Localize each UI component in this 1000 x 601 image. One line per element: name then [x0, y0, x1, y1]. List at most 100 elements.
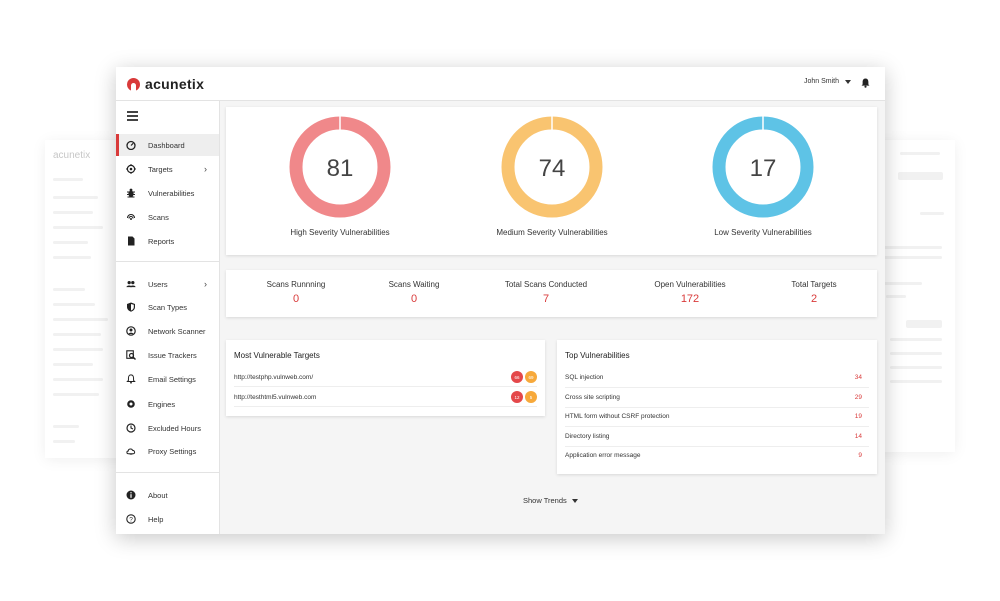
sidebar-item-email-settings[interactable]: Email Settings	[116, 368, 219, 390]
sidebar-divider	[116, 261, 219, 262]
vulnerability-count: 19	[854, 412, 862, 420]
sidebar-item-label: Scans	[148, 212, 169, 222]
sidebar-item-label: Help	[148, 514, 164, 524]
sidebar-item-label: Email Settings	[148, 374, 196, 384]
stat-value: 0	[292, 293, 300, 305]
shield-icon	[126, 302, 136, 312]
panel-title: Most Vulnerable Targets	[234, 351, 320, 360]
low-severity-gauge[interactable]: 17	[711, 115, 815, 219]
chevron-right-icon: ›	[204, 279, 207, 289]
low-severity-label: Low Severity Vulnerabilities	[714, 228, 812, 237]
sidebar: Dashboard Targets › Vulnerabilities Sca	[116, 101, 220, 534]
top-vulnerabilities-card: Top Vulnerabilities SQL injection 34 Cro…	[557, 340, 877, 474]
stat-label: Scans Runnning	[266, 280, 326, 289]
notification-bell-icon[interactable]	[861, 78, 870, 88]
vulnerability-row[interactable]: SQL injection 34	[565, 368, 869, 388]
sidebar-item-dashboard[interactable]: Dashboard	[116, 134, 219, 156]
sidebar-item-label: Issue Trackers	[148, 350, 197, 360]
target-icon	[126, 164, 136, 174]
document-icon	[126, 236, 136, 246]
show-trends-label: Show Trends	[523, 496, 567, 505]
vulnerability-name: SQL injection	[565, 373, 604, 381]
sidebar-item-about[interactable]: About	[116, 484, 219, 506]
chevron-right-icon: ›	[204, 164, 207, 174]
sidebar-item-label: Engines	[148, 399, 176, 409]
stat-total-targets[interactable]: Total Targets 2	[758, 280, 870, 305]
app-window: acunetix John Smith Dashboard	[116, 67, 885, 534]
target-url[interactable]: http://testhtml5.vulnweb.com	[234, 393, 317, 401]
sidebar-item-label: Scan Types	[148, 302, 188, 312]
vulnerability-count: 34	[854, 373, 862, 381]
sidebar-item-network-scanner[interactable]: Network Scanner	[116, 320, 219, 342]
most-vulnerable-targets-card: Most Vulnerable Targets http://testphp.v…	[226, 340, 545, 416]
stat-open-vulnerabilities[interactable]: Open Vulnerabilities 172	[622, 280, 758, 305]
target-url[interactable]: http://testphp.vulnweb.com/	[234, 373, 314, 381]
stat-label: Total Scans Conducted	[504, 280, 588, 289]
target-row[interactable]: http://testhtml5.vulnweb.com 12 5	[234, 388, 537, 407]
vulnerability-row[interactable]: Directory listing 14	[565, 427, 869, 447]
ghost-logo: acunetix	[53, 150, 91, 161]
user-menu[interactable]: John Smith	[804, 78, 851, 85]
sidebar-item-reports[interactable]: Reports	[116, 230, 219, 252]
sidebar-item-label: Dashboard	[148, 140, 185, 150]
acunetix-logo[interactable]: acunetix	[127, 76, 204, 92]
sidebar-item-label: Excluded Hours	[148, 423, 201, 433]
sidebar-item-help[interactable]: ? Help	[116, 508, 219, 530]
sidebar-item-engines[interactable]: Engines	[116, 393, 219, 415]
target-row[interactable]: http://testphp.vulnweb.com/ 66 69	[234, 368, 537, 387]
medium-count-badge: 69	[525, 371, 537, 383]
stat-label: Total Targets	[791, 280, 837, 289]
show-trends-button[interactable]: Show Trends	[523, 496, 578, 505]
sidebar-item-scans[interactable]: Scans	[116, 206, 219, 228]
stat-value: 0	[410, 293, 418, 305]
scan-stats-card: Scans Runnning 0 Scans Waiting 0 Total S…	[226, 270, 877, 317]
sidebar-item-scan-types[interactable]: Scan Types	[116, 296, 219, 318]
radar-icon	[126, 212, 136, 222]
search-doc-icon	[126, 350, 136, 360]
stat-total-scans[interactable]: Total Scans Conducted 7	[476, 280, 616, 305]
info-icon	[126, 490, 136, 500]
sidebar-item-label: Network Scanner	[148, 326, 206, 336]
stat-label: Open Vulnerabilities	[654, 280, 726, 289]
sidebar-item-label: About	[148, 490, 168, 500]
vulnerability-row[interactable]: HTML form without CSRF protection 19	[565, 407, 869, 427]
high-count-badge: 66	[511, 371, 523, 383]
sidebar-item-excluded-hours[interactable]: Excluded Hours	[116, 417, 219, 439]
sidebar-item-label: Reports	[148, 236, 175, 246]
user-name: John Smith	[803, 78, 839, 85]
hamburger-menu-icon[interactable]	[127, 111, 138, 123]
stat-value: 7	[542, 293, 550, 305]
vulnerability-name: Application error message	[565, 452, 641, 460]
bug-icon	[126, 188, 136, 198]
bell-icon	[126, 374, 136, 384]
engine-icon	[126, 399, 136, 409]
vulnerability-row[interactable]: Cross site scripting 29	[565, 388, 869, 408]
vulnerability-name: HTML form without CSRF protection	[565, 412, 670, 420]
medium-severity-gauge[interactable]: 74	[500, 115, 604, 219]
stat-label: Scans Waiting	[388, 280, 440, 289]
sidebar-item-users[interactable]: Users ›	[116, 273, 219, 295]
vulnerability-count: 9	[858, 452, 862, 460]
stat-scans-waiting[interactable]: Scans Waiting 0	[352, 280, 476, 305]
sidebar-item-targets[interactable]: Targets ›	[116, 158, 219, 180]
chevron-down-icon	[845, 79, 851, 84]
vulnerability-count: 14	[854, 432, 862, 440]
sidebar-item-issue-trackers[interactable]: Issue Trackers	[116, 344, 219, 366]
network-icon	[126, 326, 136, 336]
sidebar-item-label: Targets	[148, 164, 173, 174]
medium-count-badge: 5	[525, 391, 537, 403]
speedometer-icon	[126, 140, 136, 150]
users-icon	[126, 279, 136, 289]
vulnerability-name: Cross site scripting	[565, 393, 620, 401]
sidebar-item-vulnerabilities[interactable]: Vulnerabilities	[116, 182, 219, 204]
svg-text:?: ?	[129, 516, 133, 523]
stat-scans-running[interactable]: Scans Runnning 0	[226, 280, 366, 305]
panel-title: Top Vulnerabilities	[565, 351, 630, 360]
high-severity-label: High Severity Vulnerabilities	[290, 228, 390, 237]
sidebar-item-label: Proxy Settings	[148, 446, 197, 456]
severity-gauges-card: 81 High Severity Vulnerabilities 74 Medi…	[226, 107, 877, 255]
sidebar-item-proxy-settings[interactable]: Proxy Settings	[116, 440, 219, 462]
high-severity-gauge[interactable]: 81	[288, 115, 392, 219]
vulnerability-row[interactable]: Application error message 9	[565, 446, 869, 466]
